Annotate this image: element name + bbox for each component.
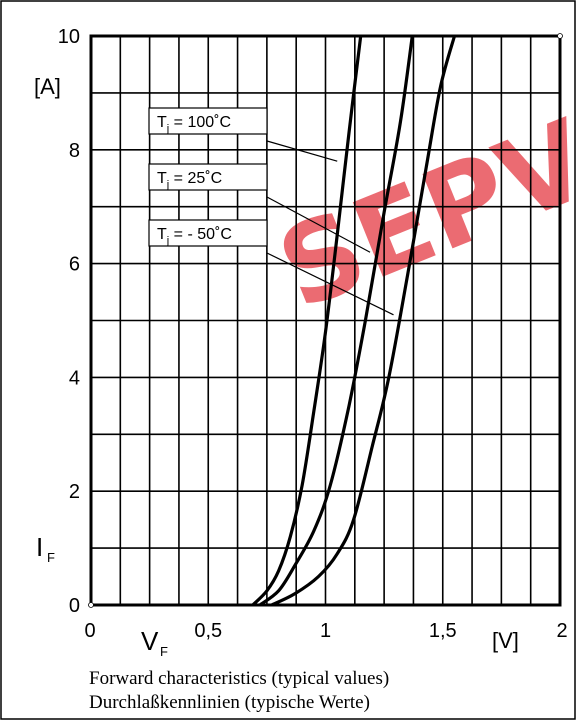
caption-line-1: Forward characteristics (typical values): [89, 668, 389, 689]
svg-text:V: V: [141, 626, 159, 656]
legend: Tj = 100˚C Tj = 25˚C Tj = - 50˚C: [148, 107, 394, 316]
legend-entry: Tj = 100˚C: [157, 114, 231, 135]
legend-leader-line: [266, 252, 394, 316]
series-line: [270, 35, 457, 607]
x-tick-label: 1,5: [429, 620, 457, 642]
y-tick-label: 6: [69, 254, 80, 276]
x-axis-symbol: V F: [141, 626, 168, 659]
caption-line-2: Durchlaßkennlinien (typische Werte): [89, 692, 370, 713]
y-tick-label: 4: [69, 367, 80, 389]
x-unit-label: [V]: [492, 628, 519, 653]
legend-leader-line: [266, 196, 371, 253]
x-tick-label: 2: [556, 620, 567, 642]
svg-text:F: F: [47, 550, 55, 565]
legend-leader-line: [266, 140, 338, 162]
series-curves: [251, 35, 457, 607]
y-tick-label: 0: [69, 595, 80, 617]
series-line: [258, 35, 414, 607]
svg-text:F: F: [160, 644, 168, 659]
plot-frame: [89, 34, 562, 607]
y-tick-labels: 0 2 4 6 8 10: [58, 26, 80, 617]
x-tick-label: 0,5: [194, 620, 222, 642]
y-tick-label: 2: [69, 481, 80, 503]
origin-dot: [88, 602, 94, 608]
series-line: [251, 35, 363, 607]
x-tick-label: 1: [320, 620, 331, 642]
legend-entry: Tj = - 50˚C: [157, 226, 232, 247]
corner-dot: [557, 33, 563, 39]
legend-box: [148, 219, 268, 247]
y-unit-label: [A]: [34, 74, 61, 99]
y-tick-label: 8: [69, 140, 80, 162]
legend-box: [148, 163, 268, 191]
y-tick-label: 10: [58, 26, 80, 48]
legend-box: [148, 107, 268, 135]
y-axis-symbol: I F: [36, 532, 55, 565]
legend-entry: Tj = 25˚C: [157, 170, 222, 191]
x-tick-label: 0: [84, 620, 95, 642]
x-tick-labels: 0 0,5 1 1,5 2: [84, 620, 567, 642]
svg-text:I: I: [36, 532, 43, 562]
